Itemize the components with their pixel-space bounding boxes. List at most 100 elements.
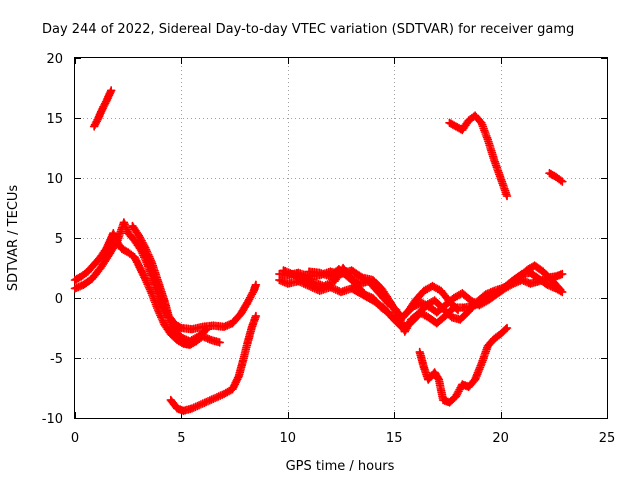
data-point [99, 104, 107, 112]
data-point [173, 404, 181, 412]
data-point [88, 275, 96, 283]
data-point [482, 290, 490, 298]
data-point [180, 407, 187, 415]
data-point [458, 126, 466, 134]
data-point [107, 86, 115, 94]
data-point [109, 229, 117, 237]
data-point [409, 302, 417, 310]
data-point [90, 260, 98, 268]
data-point [477, 119, 485, 127]
data-point [433, 319, 441, 327]
y-tick-label: 10 [46, 172, 63, 187]
data-point [165, 312, 173, 320]
data-point [420, 287, 428, 295]
data-point [331, 277, 339, 285]
data-point [416, 348, 424, 356]
data-point [284, 280, 292, 288]
data-point [450, 304, 458, 312]
data-point [135, 232, 143, 240]
data-point [220, 390, 228, 398]
data-point [360, 290, 368, 298]
data-point [424, 376, 432, 384]
data-point [471, 376, 479, 384]
data-point [167, 330, 175, 338]
data-point [399, 324, 407, 332]
data-point [448, 313, 456, 321]
data-point [114, 236, 122, 244]
data-point [243, 340, 251, 348]
data-point [558, 270, 566, 278]
data-point [484, 342, 492, 350]
data-point [71, 276, 79, 284]
data-point [497, 174, 505, 182]
data-point [199, 323, 207, 331]
data-point [186, 337, 194, 345]
data-point [103, 96, 111, 104]
data-point [531, 262, 539, 270]
data-point [177, 334, 185, 342]
data-point [452, 392, 460, 400]
data-point [558, 288, 566, 296]
data-point [435, 376, 443, 384]
data-point [456, 316, 464, 324]
data-point [320, 282, 328, 290]
data-point [160, 296, 168, 304]
data-point [118, 245, 126, 253]
data-point [450, 294, 458, 302]
data-point [503, 324, 511, 332]
data-point [552, 272, 560, 280]
data-point [473, 298, 481, 306]
data-point [71, 284, 79, 292]
data-point [194, 332, 202, 340]
data-point [518, 270, 526, 278]
data-point [252, 312, 260, 320]
data-point [250, 287, 258, 295]
data-point [497, 330, 505, 338]
data-point [80, 281, 87, 289]
data-point [248, 324, 256, 332]
data-point [229, 319, 236, 327]
data-point [326, 272, 334, 280]
data-point [84, 268, 92, 276]
data-point [490, 156, 498, 164]
data-point [209, 322, 217, 330]
data-point [305, 268, 313, 276]
x-axis-label: GPS time / hours [286, 459, 395, 474]
series-arc-morning-c [128, 221, 261, 334]
data-point [490, 335, 498, 343]
data-point [446, 398, 453, 406]
data-point [384, 308, 392, 316]
data-point [154, 306, 162, 314]
plot-frame [74, 57, 608, 419]
data-point [124, 229, 132, 237]
data-point [526, 280, 534, 288]
series-arc-early-high [89, 86, 116, 131]
data-point [171, 320, 179, 328]
data-point [546, 169, 553, 177]
data-point [97, 253, 104, 261]
series-arc-afternoon-high [445, 111, 512, 201]
series-layer [70, 86, 567, 416]
data-point [392, 306, 400, 314]
data-point [124, 248, 132, 256]
data-point [252, 281, 260, 289]
data-point [337, 288, 345, 296]
data-point [465, 116, 473, 124]
series-arc-afternoon-low [415, 323, 512, 407]
chart-title: Day 244 of 2022, Sidereal Day-to-day VTE… [42, 22, 574, 37]
x-tick-label: 25 [599, 431, 616, 446]
data-point [105, 251, 113, 259]
data-point [429, 282, 436, 290]
data-point [548, 276, 556, 284]
data-point [229, 385, 236, 393]
data-point [509, 276, 517, 284]
data-point [465, 307, 473, 315]
data-point [526, 269, 534, 277]
data-point [288, 270, 296, 278]
data-point [471, 112, 479, 120]
series-arc-late-high [545, 168, 567, 186]
data-point [343, 272, 351, 280]
axis-ticks: 0 5 10 15 20 25 -10 -5 0 5 10 15 20 [42, 52, 616, 446]
